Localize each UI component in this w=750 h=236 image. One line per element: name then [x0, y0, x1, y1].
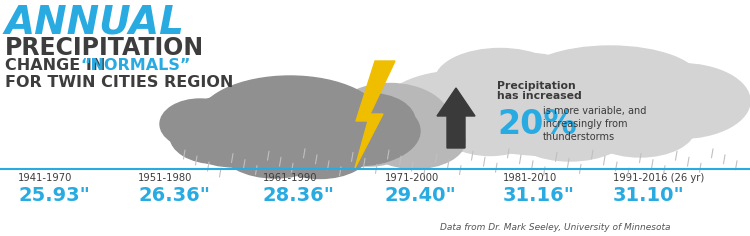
FancyArrow shape — [437, 88, 475, 148]
Ellipse shape — [415, 56, 705, 156]
Ellipse shape — [585, 99, 695, 157]
Ellipse shape — [320, 91, 400, 141]
Text: 1951-1980: 1951-1980 — [138, 173, 192, 183]
Ellipse shape — [220, 118, 330, 178]
Ellipse shape — [325, 106, 415, 166]
Text: 1961-1990: 1961-1990 — [263, 173, 317, 183]
Text: 28.36": 28.36" — [263, 186, 335, 205]
Text: 1991-2016 (26 yr): 1991-2016 (26 yr) — [613, 173, 704, 183]
Ellipse shape — [480, 54, 580, 109]
Text: 26.36": 26.36" — [138, 186, 210, 205]
Text: PRECIPITATION: PRECIPITATION — [5, 36, 204, 60]
Text: 25.93": 25.93" — [18, 186, 90, 205]
Text: has increased: has increased — [497, 91, 582, 101]
Text: 1971-2000: 1971-2000 — [385, 173, 439, 183]
Ellipse shape — [290, 96, 420, 166]
Ellipse shape — [170, 109, 260, 164]
Text: FOR TWIN CITIES REGION: FOR TWIN CITIES REGION — [5, 75, 233, 90]
Text: Precipitation: Precipitation — [497, 81, 576, 91]
Text: CHANGE IN: CHANGE IN — [5, 58, 111, 73]
Ellipse shape — [365, 114, 465, 169]
Ellipse shape — [435, 49, 565, 114]
Text: “NORMALS”: “NORMALS” — [80, 58, 190, 73]
Text: Data from Dr. Mark Seeley, University of Minnesota: Data from Dr. Mark Seeley, University of… — [440, 223, 670, 232]
Ellipse shape — [160, 99, 240, 149]
Ellipse shape — [197, 76, 382, 166]
Polygon shape — [355, 61, 395, 168]
Text: 1941-1970: 1941-1970 — [18, 173, 72, 183]
Ellipse shape — [330, 84, 450, 159]
Text: 29.40": 29.40" — [385, 186, 457, 205]
Ellipse shape — [520, 46, 700, 116]
Ellipse shape — [440, 101, 540, 156]
Text: 31.16": 31.16" — [503, 186, 575, 205]
Text: 1981-2010: 1981-2010 — [503, 173, 557, 183]
Ellipse shape — [510, 101, 630, 161]
Ellipse shape — [610, 63, 750, 139]
Text: 31.10": 31.10" — [613, 186, 685, 205]
Text: ANNUAL: ANNUAL — [5, 4, 184, 42]
Ellipse shape — [270, 123, 370, 178]
Text: is more variable, and
increasingly from
thunderstorms: is more variable, and increasingly from … — [543, 106, 646, 142]
Text: 20%: 20% — [497, 108, 577, 141]
Ellipse shape — [325, 93, 415, 148]
Ellipse shape — [380, 71, 540, 151]
Ellipse shape — [175, 95, 295, 167]
